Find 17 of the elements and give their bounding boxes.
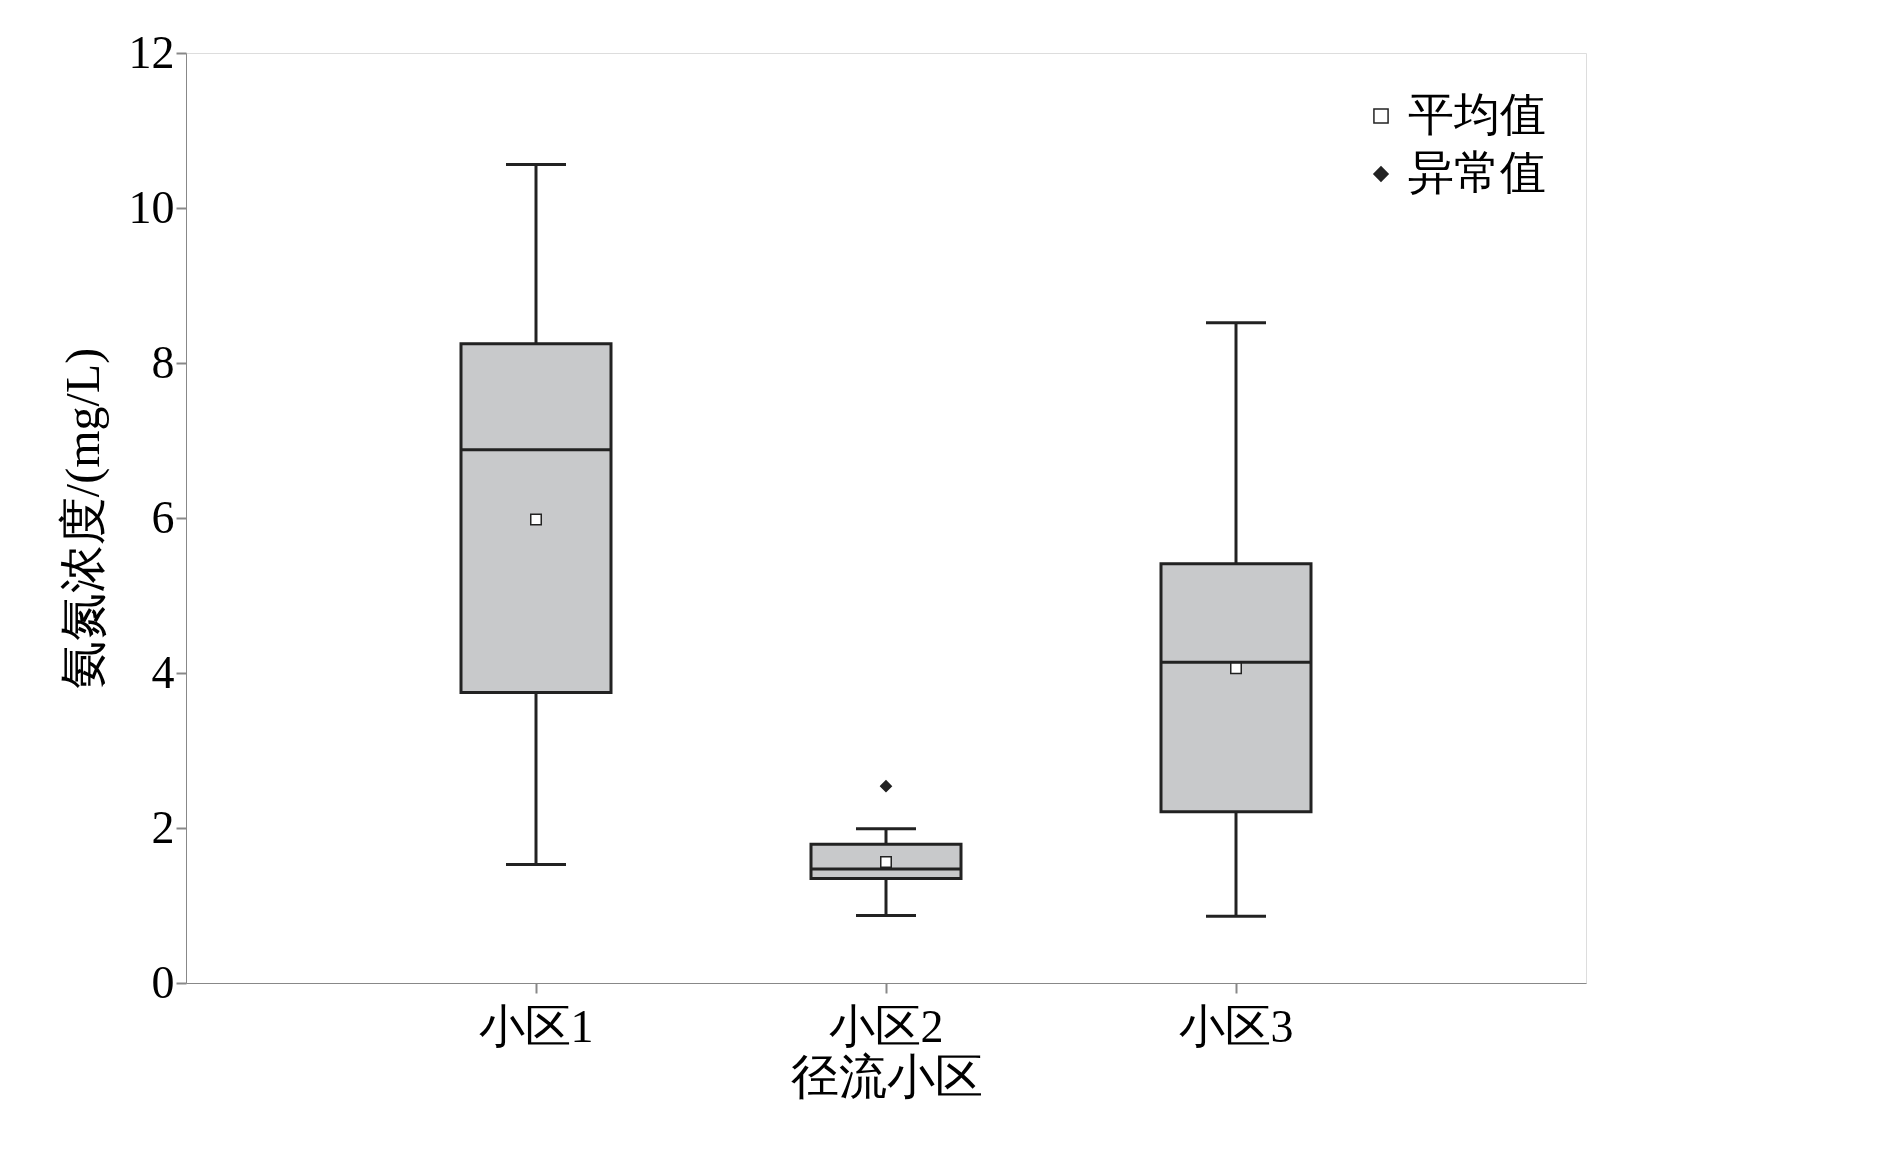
x-tick-label: 小区3 — [1178, 1000, 1294, 1052]
legend-label: 平均值 — [1408, 89, 1546, 140]
point — [530, 513, 542, 526]
x-axis-title: 径流小区 — [790, 1049, 983, 1103]
x-tick-label: 小区1 — [478, 1000, 594, 1052]
y-axis-title: 氨氮浓度/(mg/L) — [55, 347, 110, 690]
y-tick-label: 6 — [151, 491, 175, 543]
y-tick-label: 8 — [151, 336, 175, 388]
point — [1230, 662, 1242, 675]
point — [880, 856, 892, 869]
y-tick-label: 0 — [151, 956, 175, 1008]
legend-label: 异常值 — [1408, 147, 1546, 198]
y-tick-label: 12 — [128, 26, 175, 78]
y-tick-label: 10 — [128, 181, 175, 233]
y-tick-label: 4 — [151, 646, 175, 698]
y-tick-label: 2 — [151, 801, 175, 853]
x-tick-label: 小区2 — [828, 1000, 944, 1052]
